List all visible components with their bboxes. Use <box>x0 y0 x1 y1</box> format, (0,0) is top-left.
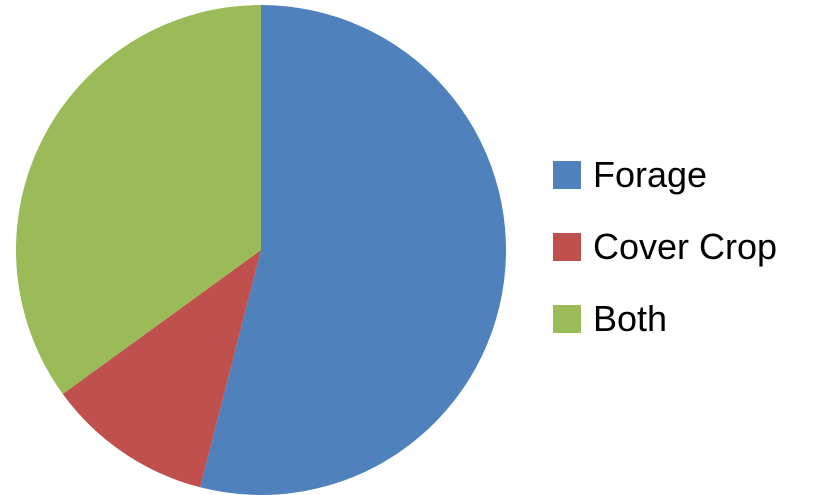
legend-label-forage: Forage <box>593 154 708 195</box>
legend-swatch-cover-crop <box>553 233 581 261</box>
pie-slice-cover-crop <box>62 250 261 488</box>
legend-swatch-both <box>553 305 581 333</box>
pie-slice-both <box>15 5 262 395</box>
legend-label-cover-crop: Cover Crop <box>593 226 778 267</box>
pie-slice-forage <box>200 4 507 495</box>
legend-item-both: Both <box>553 297 823 341</box>
legend-swatch-forage <box>553 161 581 189</box>
chart-legend: Forage Cover Crop Both <box>553 153 823 341</box>
legend-label-both: Both <box>593 298 668 339</box>
legend-item-cover-crop: Cover Crop <box>553 225 823 269</box>
legend-item-forage: Forage <box>553 153 823 197</box>
